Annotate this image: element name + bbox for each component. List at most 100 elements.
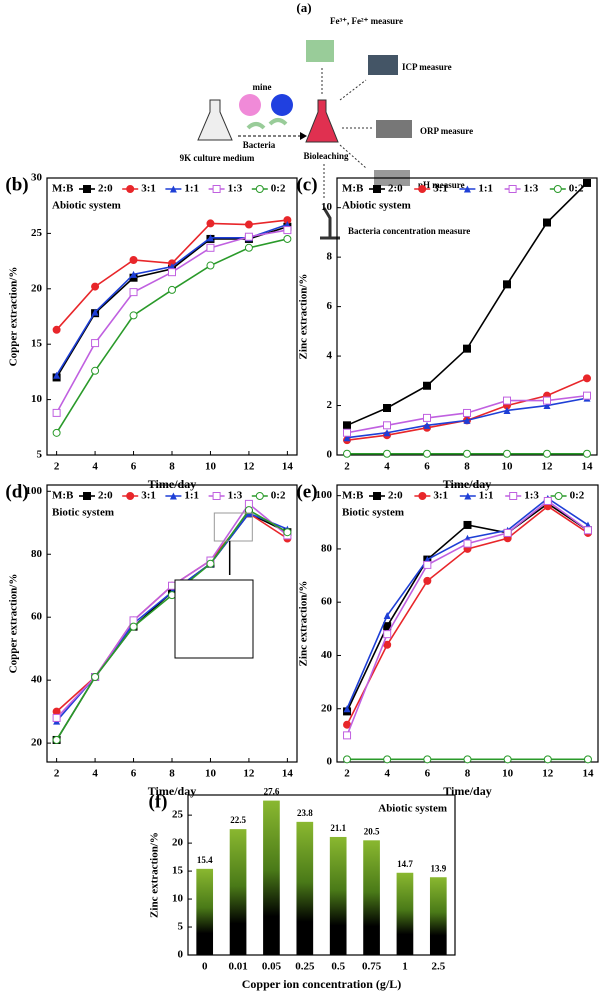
marker [283,234,292,243]
marker [91,673,100,682]
diagram-text: mine [253,82,272,92]
marker [283,528,292,537]
legend-marker [212,185,221,193]
plot-frame [46,177,298,456]
diagram-text: ORP measure [420,126,473,136]
y-tick-label: 20 [172,837,184,849]
bar [263,800,280,955]
marker [503,755,512,764]
marker [503,528,512,537]
legend-label: 3:1 [141,490,156,502]
x-tick-label: 0.5 [331,961,345,973]
x-tick-label: 6 [424,461,430,473]
marker [423,413,431,422]
x-axis-label: Time/day [443,477,491,491]
marker [244,243,253,252]
y-tick-label: 6 [327,300,333,312]
y-axis-label: Zinc extraction/% [298,581,310,667]
y-tick-label: 15 [172,865,184,877]
y-axis-label: Zinc extraction/% [149,832,161,918]
diagram-text: pH measure [418,180,465,190]
marker [53,371,61,379]
legend-marker [373,185,381,193]
value-label: 27.6 [264,787,280,797]
marker [503,280,511,289]
diagram-text: Bacteria [243,140,276,150]
y-axis-label: Copper extraction/% [8,267,20,367]
marker [583,526,592,535]
x-tick-label: 14 [582,461,594,473]
diagram-text: Fe³⁺, Fe²⁺ measure [330,16,403,26]
marker [463,755,472,764]
value-label: 23.8 [297,808,313,818]
marker [52,735,61,744]
marker [244,232,253,241]
x-tick-label: 4 [92,461,98,473]
plot-frame [187,794,456,956]
marker [343,731,352,740]
marker [91,339,100,348]
value-label: 13.9 [430,863,446,873]
panel-label: (b) [5,174,28,195]
legend-title: M:B [52,490,74,502]
x-tick-label: 12 [243,461,255,473]
legend-label: 0:2 [569,183,584,195]
marker [129,288,138,297]
legend-marker [373,492,381,500]
legend-label: 0:2 [271,490,286,502]
y-tick-label: 100 [26,485,43,497]
x-tick-label: 6 [131,768,137,780]
legend-marker [83,185,91,193]
marker [423,560,432,569]
marker [583,374,591,383]
marker [343,421,351,430]
legend-label: 0:2 [271,183,286,195]
series-line [55,225,288,378]
marker [343,755,352,764]
marker [583,178,591,187]
legend-marker [464,492,472,500]
legend-title: M:B [342,490,364,502]
legend-label: 2:0 [98,490,113,502]
legend-label: 3:1 [433,490,448,502]
marker [383,612,391,620]
panel-label: (c) [296,174,317,195]
y-tick-label: 10 [172,893,184,905]
y-tick-label: 20 [31,737,43,749]
diagram-text: Bacteria concentration measure [348,226,470,236]
y-tick-label: 40 [31,674,43,686]
y-axis-label: Copper extraction/% [8,574,20,674]
marker [343,428,351,437]
x-tick-label: 14 [282,768,294,780]
diagram-text: 9K culture medium [180,153,255,163]
legend-marker [83,492,91,500]
x-tick-label: 10 [502,768,514,780]
marker [583,755,592,764]
y-tick-label: 5 [37,449,43,461]
legend-label: 1:1 [478,183,493,195]
x-axis-label: Time/day [148,477,196,491]
legend-label: 1:1 [184,490,199,502]
marker [423,576,432,585]
x-tick-label: 0.75 [362,961,382,973]
x-tick-label: 2 [54,461,60,473]
y-tick-label: 80 [321,542,333,554]
annotation: Biotic system [342,507,404,519]
panel-label: (f) [149,791,168,812]
bar [229,829,247,955]
y-tick-label: 0 [178,949,184,961]
marker [168,581,176,590]
bar [429,877,447,955]
legend-label: 1:3 [228,490,243,502]
y-tick-label: 0 [327,449,333,461]
x-tick-label: 6 [131,461,137,473]
marker [383,630,392,639]
value-label: 21.1 [330,823,346,833]
legend-label: 0:2 [570,490,585,502]
x-tick-label: 0.01 [228,961,247,973]
legend-marker [126,185,135,193]
marker [206,219,215,228]
y-tick-label: 20 [321,702,333,714]
x-tick-label: 4 [92,768,98,780]
